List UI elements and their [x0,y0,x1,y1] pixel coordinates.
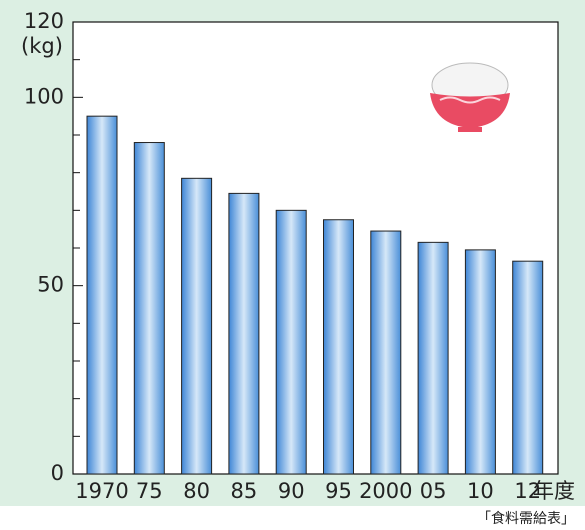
bar [182,178,212,474]
y-tick-label: 100 [24,84,64,108]
y-tick-label: 120 [24,9,64,33]
bar [134,143,164,474]
x-tick-label: 80 [183,479,210,503]
y-tick-label: 50 [37,273,64,297]
bar [371,231,401,474]
x-tick-label: 85 [231,479,258,503]
bar [465,250,495,474]
x-tick-label: 2000 [359,479,412,503]
chart: (kg) 年度 「食料需給表」 050100120197075808590952… [0,0,585,530]
x-tick-label: 1970 [75,479,128,503]
y-axis-label: (kg) [21,34,63,58]
x-tick-label: 75 [136,479,163,503]
x-tick-label: 90 [278,479,305,503]
x-tick-label: 10 [467,479,494,503]
bar [229,193,259,474]
bar [513,261,543,474]
page: (kg) 年度 「食料需給表」 050100120197075808590952… [0,0,585,530]
x-tick-label: 05 [420,479,447,503]
source: 「食料需給表」 [477,510,575,527]
x-tick-label: 95 [325,479,352,503]
bar [276,210,306,474]
bar [418,242,448,474]
bar [87,116,117,474]
x-tick-label: 12 [514,479,541,503]
y-tick-label: 0 [51,461,64,485]
bar [324,220,354,474]
